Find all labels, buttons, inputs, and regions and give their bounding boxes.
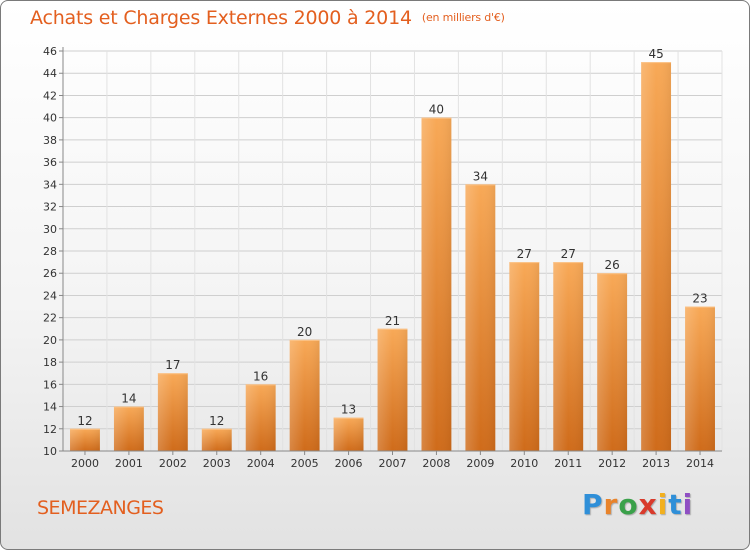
bar-shine-2008: [421, 117, 452, 452]
chart-unit: (en milliers d'€): [421, 11, 505, 24]
x-tick-label: 2003: [203, 457, 231, 470]
bar-shine-2000: [70, 428, 100, 451]
y-tick-label: 40: [43, 112, 57, 125]
brand-letter: x: [638, 488, 658, 521]
data-label: 27: [517, 247, 532, 261]
x-tick-label: 2004: [247, 457, 275, 470]
bar-shine-2010: [509, 262, 540, 451]
y-tick-label: 12: [43, 423, 57, 436]
y-tick-label: 46: [43, 45, 57, 58]
y-tick-label: 28: [43, 245, 57, 258]
bar-shine-2011: [553, 262, 584, 451]
data-label: 20: [297, 325, 312, 339]
data-label: 17: [165, 358, 180, 372]
y-tick-label: 22: [43, 312, 57, 325]
labels-layer: 12 14 17 12 16 20 13 21 40 34 27 27 26 45 23: [77, 47, 707, 428]
bars-layer: [70, 62, 715, 452]
data-label: 40: [429, 103, 444, 117]
data-label: 12: [209, 414, 224, 428]
x-tick-label: 2014: [686, 457, 714, 470]
chart-title-text: Achats et Charges Externes 2000 à 2014: [30, 7, 412, 29]
data-label: 45: [648, 47, 663, 61]
data-label: 27: [561, 247, 576, 261]
x-tick-label: 2002: [159, 457, 187, 470]
bar-shine-2007: [377, 328, 408, 451]
y-tick-label: 14: [43, 401, 57, 414]
data-label: 16: [253, 369, 268, 383]
x-tick-label: 2000: [71, 457, 99, 470]
brand-letter: i: [682, 488, 694, 521]
bar-shine-2004: [245, 384, 276, 451]
x-tick-label: 2012: [598, 457, 626, 470]
y-tick-label: 42: [43, 89, 57, 102]
data-label: 21: [385, 314, 400, 328]
y-tick-label: 30: [43, 223, 57, 236]
bar-shine-2012: [597, 273, 628, 451]
brand-letter: o: [618, 488, 639, 521]
data-label: 12: [77, 414, 92, 428]
y-tick-label: 16: [43, 378, 57, 391]
chart-title: Achats et Charges Externes 2000 à 2014 (e…: [30, 7, 505, 29]
proxiti-logo: Proxiti: [582, 488, 693, 521]
x-tick-label: 2001: [115, 457, 143, 470]
data-label: 23: [692, 292, 707, 306]
x-tick-label: 2011: [554, 457, 582, 470]
axis-layer: 10 12 14 16 18 20 22 24 26 28 30 32 34 36 38 40 42 44 46 20…: [43, 45, 722, 470]
y-tick-label: 18: [43, 356, 57, 369]
y-tick-label: 10: [43, 445, 57, 458]
x-tick-label: 2007: [379, 457, 407, 470]
town-name: SEMEZANGES: [37, 497, 164, 519]
x-tick-label: 2009: [466, 457, 494, 470]
brand-letter: r: [603, 488, 619, 521]
data-label: 13: [341, 403, 356, 417]
bar-shine-2013: [641, 62, 672, 451]
bar-shine-2009: [465, 184, 496, 452]
y-tick-label: 26: [43, 267, 57, 280]
data-label: 14: [121, 392, 136, 406]
brand-letter: i: [657, 488, 669, 521]
brand-letter: P: [582, 488, 604, 521]
x-tick-label: 2008: [422, 457, 450, 470]
bar-shine-2002: [157, 373, 188, 451]
y-tick-label: 20: [43, 334, 57, 347]
data-label: 34: [473, 169, 488, 183]
bar-shine-2006: [333, 417, 364, 451]
bar-shine-2001: [113, 406, 144, 451]
x-tick-label: 2005: [291, 457, 319, 470]
y-tick-label: 36: [43, 156, 57, 169]
y-tick-label: 44: [43, 67, 57, 80]
y-tick-label: 32: [43, 201, 57, 214]
x-tick-label: 2006: [335, 457, 363, 470]
x-tick-label: 2010: [510, 457, 538, 470]
bar-shine-2005: [289, 339, 320, 451]
x-tick-label: 2013: [642, 457, 670, 470]
bar-shine-2003: [201, 428, 232, 451]
y-tick-label: 38: [43, 134, 57, 147]
brand-letter: t: [668, 488, 683, 521]
bar-shine-2014: [685, 306, 715, 451]
y-tick-label: 34: [43, 178, 57, 191]
data-label: 26: [605, 258, 620, 272]
y-tick-label: 24: [43, 289, 57, 302]
